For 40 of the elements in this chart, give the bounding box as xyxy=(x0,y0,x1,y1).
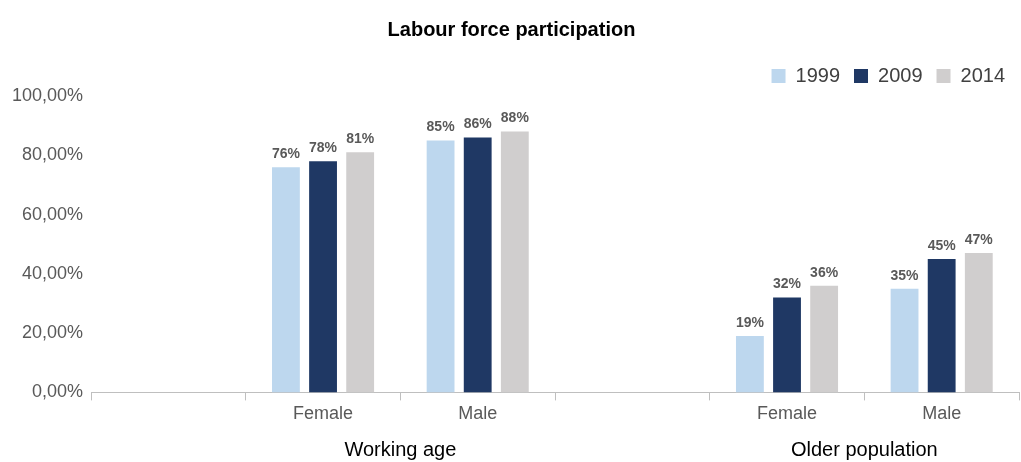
bar xyxy=(927,259,956,393)
data-label: 86% xyxy=(463,115,493,132)
y-tick-label: 40,00% xyxy=(22,262,84,283)
x-tick-label: Male xyxy=(458,403,498,424)
legend-label: 2009 xyxy=(878,63,923,86)
data-label: 88% xyxy=(500,109,530,126)
bar xyxy=(500,131,529,393)
x-tick-label: Female xyxy=(293,403,354,424)
y-tick-label: 60,00% xyxy=(22,203,84,224)
text: Working age xyxy=(344,438,457,460)
bar xyxy=(810,285,839,393)
data-label: 36% xyxy=(810,263,839,280)
data-label: 19% xyxy=(735,313,765,330)
bar xyxy=(426,140,455,393)
legend-label: 2014 xyxy=(960,63,1006,86)
data-label: 76% xyxy=(271,145,301,161)
chart-title: Labour force participation xyxy=(387,17,636,40)
data-label: 85% xyxy=(426,118,456,135)
data-label: 78% xyxy=(309,139,338,156)
legend-label: 1999 xyxy=(795,63,841,86)
x-tick-label: Female xyxy=(757,403,818,424)
bar xyxy=(773,297,801,393)
x-tick-label: Male xyxy=(922,403,962,424)
bar xyxy=(272,167,300,393)
data-label: 32% xyxy=(773,275,802,292)
y-tick-label: 100,00% xyxy=(12,84,84,105)
y-tick-label: 0,00% xyxy=(32,381,84,402)
bar xyxy=(964,253,993,393)
data-label: 45% xyxy=(927,236,957,253)
data-label: 81% xyxy=(346,130,375,147)
y-tick-label: 80,00% xyxy=(22,144,84,165)
data-label: 47% xyxy=(964,230,994,247)
data-label: 35% xyxy=(890,266,920,283)
bar xyxy=(463,137,492,393)
bar xyxy=(890,288,919,393)
bar xyxy=(346,152,375,393)
text: Older population xyxy=(790,438,938,460)
bar xyxy=(735,336,764,393)
bar xyxy=(309,161,337,393)
y-tick-label: 20,00% xyxy=(22,322,84,343)
